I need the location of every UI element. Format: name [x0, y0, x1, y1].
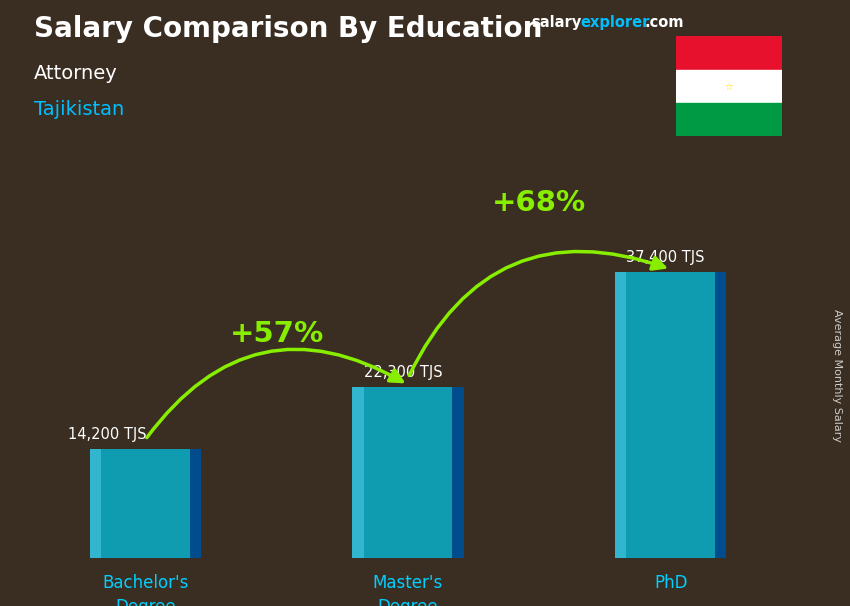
- Bar: [676, 103, 782, 136]
- Text: 14,200 TJS: 14,200 TJS: [68, 427, 147, 442]
- Bar: [190, 449, 201, 558]
- Bar: [89, 449, 100, 558]
- Text: salary: salary: [531, 15, 581, 30]
- Text: 37,400 TJS: 37,400 TJS: [626, 250, 705, 265]
- Bar: [716, 271, 727, 558]
- Bar: [676, 36, 782, 70]
- Text: +68%: +68%: [492, 188, 586, 217]
- Bar: [89, 449, 201, 558]
- Text: ☆: ☆: [724, 81, 734, 92]
- Text: explorer: explorer: [581, 15, 650, 30]
- Bar: [353, 387, 364, 558]
- Text: 22,300 TJS: 22,300 TJS: [364, 365, 442, 380]
- Text: Tajikistan: Tajikistan: [34, 100, 124, 119]
- Text: Attorney: Attorney: [34, 64, 118, 82]
- Text: +57%: +57%: [230, 320, 324, 348]
- Bar: [452, 387, 463, 558]
- Bar: [615, 271, 626, 558]
- Bar: [353, 387, 463, 558]
- Text: .com: .com: [644, 15, 683, 30]
- Text: Average Monthly Salary: Average Monthly Salary: [832, 309, 842, 442]
- Text: Salary Comparison By Education: Salary Comparison By Education: [34, 15, 542, 43]
- Bar: [615, 271, 727, 558]
- Bar: [676, 70, 782, 103]
